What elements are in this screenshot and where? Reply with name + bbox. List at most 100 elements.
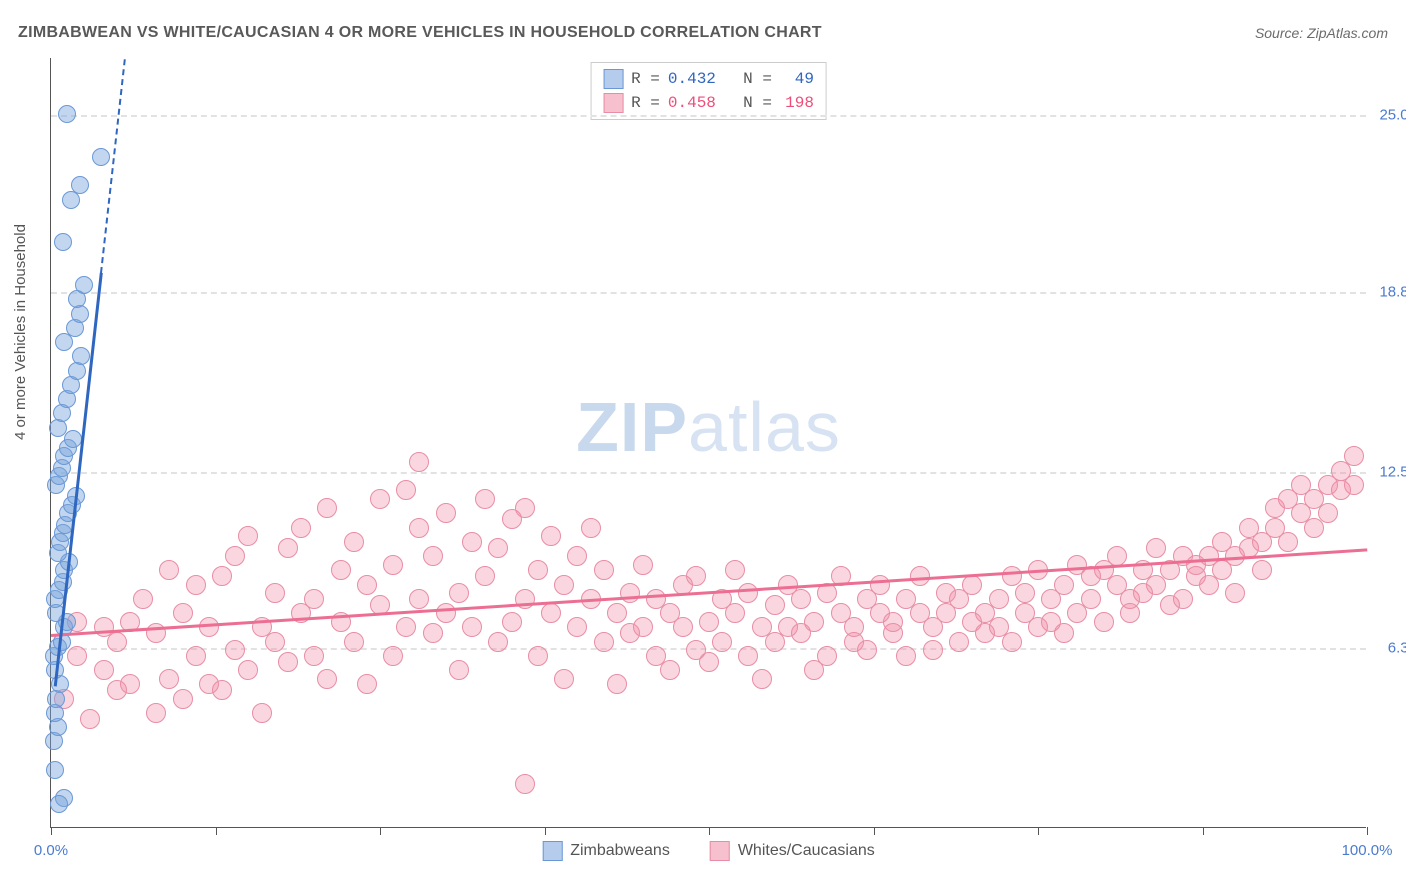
data-point: [278, 538, 298, 558]
x-tick: [1038, 827, 1039, 835]
data-point: [725, 560, 745, 580]
source-label: Source: ZipAtlas.com: [1255, 25, 1388, 41]
data-point: [1054, 623, 1074, 643]
data-point: [765, 595, 785, 615]
data-point: [738, 583, 758, 603]
x-tick: [380, 827, 381, 835]
data-point: [594, 632, 614, 652]
data-point: [475, 566, 495, 586]
data-point: [962, 575, 982, 595]
data-point: [67, 646, 87, 666]
gridline: [51, 472, 1366, 474]
r-value: 0.432: [668, 67, 716, 91]
y-tick-label: 12.5%: [1379, 463, 1406, 480]
series-legend: ZimbabweansWhites/Caucasians: [542, 841, 875, 861]
data-point: [620, 583, 640, 603]
chart-title: ZIMBABWEAN VS WHITE/CAUCASIAN 4 OR MORE …: [18, 24, 822, 42]
data-point: [396, 480, 416, 500]
data-point: [423, 623, 443, 643]
data-point: [317, 498, 337, 518]
data-point: [344, 632, 364, 652]
data-point: [238, 660, 258, 680]
data-point: [725, 603, 745, 623]
data-point: [291, 518, 311, 538]
data-point: [883, 612, 903, 632]
legend-swatch: [603, 93, 623, 113]
data-point: [475, 489, 495, 509]
data-point: [712, 632, 732, 652]
legend-swatch: [710, 841, 730, 861]
data-point: [1002, 632, 1022, 652]
legend-label: Zimbabweans: [570, 842, 670, 860]
data-point: [857, 640, 877, 660]
data-point: [383, 555, 403, 575]
data-point: [923, 640, 943, 660]
data-point: [94, 660, 114, 680]
data-point: [80, 709, 100, 729]
data-point: [1002, 566, 1022, 586]
data-point: [199, 617, 219, 637]
data-point: [54, 233, 72, 251]
data-point: [554, 669, 574, 689]
n-value: 198: [780, 91, 814, 115]
x-tick: [874, 827, 875, 835]
data-point: [541, 526, 561, 546]
data-point: [870, 575, 890, 595]
x-tick: [1203, 827, 1204, 835]
legend-item: Zimbabweans: [542, 841, 670, 861]
r-label: R =: [631, 91, 660, 115]
data-point: [554, 575, 574, 595]
data-point: [607, 603, 627, 623]
gridline: [51, 292, 1366, 294]
data-point: [409, 452, 429, 472]
data-point: [791, 589, 811, 609]
n-label: N =: [724, 67, 772, 91]
data-point: [317, 669, 337, 689]
data-point: [462, 532, 482, 552]
data-point: [1344, 475, 1364, 495]
data-point: [370, 489, 390, 509]
data-point: [1094, 612, 1114, 632]
legend-row: R =0.432 N =49: [603, 67, 814, 91]
data-point: [673, 617, 693, 637]
data-point: [396, 617, 416, 637]
data-point: [488, 538, 508, 558]
data-point: [502, 612, 522, 632]
y-tick-label: 6.3%: [1388, 640, 1406, 657]
correlation-legend: R =0.432 N =49R =0.458 N =198: [590, 62, 827, 120]
legend-row: R =0.458 N =198: [603, 91, 814, 115]
data-point: [1054, 575, 1074, 595]
data-point: [265, 632, 285, 652]
data-point: [1225, 583, 1245, 603]
data-point: [752, 669, 772, 689]
data-point: [528, 560, 548, 580]
data-point: [633, 555, 653, 575]
legend-swatch: [603, 69, 623, 89]
data-point: [304, 646, 324, 666]
data-point: [436, 603, 456, 623]
data-point: [1173, 589, 1193, 609]
data-point: [896, 646, 916, 666]
data-point: [58, 105, 76, 123]
data-point: [278, 652, 298, 672]
n-label: N =: [724, 91, 772, 115]
data-point: [1015, 583, 1035, 603]
x-tick: [1367, 827, 1368, 835]
data-point: [1344, 446, 1364, 466]
data-point: [409, 589, 429, 609]
data-point: [515, 774, 535, 794]
data-point: [133, 589, 153, 609]
data-point: [225, 640, 245, 660]
data-point: [844, 617, 864, 637]
data-point: [304, 589, 324, 609]
y-tick-label: 18.8%: [1379, 283, 1406, 300]
data-point: [357, 674, 377, 694]
plot-area: ZIPatlas R =0.432 N =49R =0.458 N =198 Z…: [50, 58, 1366, 828]
data-point: [423, 546, 443, 566]
data-point: [488, 632, 508, 652]
data-point: [146, 703, 166, 723]
data-point: [50, 795, 68, 813]
data-point: [528, 646, 548, 666]
data-point: [173, 689, 193, 709]
data-point: [72, 347, 90, 365]
